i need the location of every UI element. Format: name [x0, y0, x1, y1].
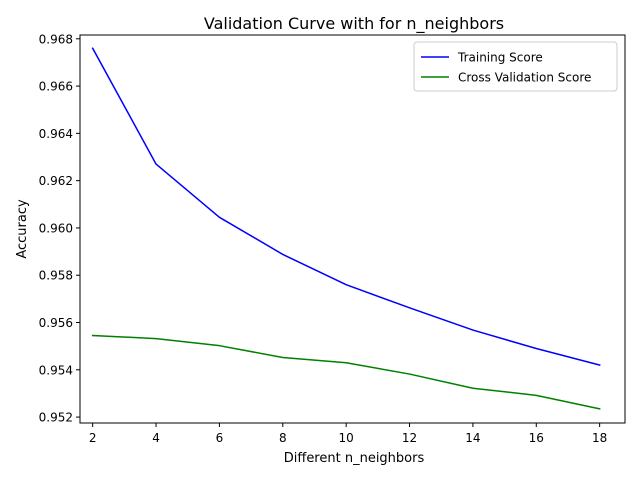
legend-label-1: Training Score [457, 51, 543, 65]
plot-area [91, 47, 601, 410]
x-tick-label: 16 [529, 431, 544, 445]
y-tick-label: 0.964 [39, 127, 73, 141]
y-axis-label: Accuracy [15, 199, 30, 259]
y-tick-label: 0.958 [39, 269, 73, 283]
series-line-1 [91, 47, 601, 366]
y-tick-label: 0.968 [39, 32, 73, 46]
plot-frame [79, 34, 626, 424]
y-tick-label: 0.952 [39, 411, 73, 425]
x-tick-label: 4 [152, 431, 160, 445]
y-tick-label: 0.966 [39, 80, 73, 94]
y-tick-label: 0.956 [39, 316, 73, 330]
legend-label-2: Cross Validation Score [458, 71, 591, 85]
chart-title: Validation Curve with for n_neighbors [204, 14, 504, 34]
x-tick-label: 2 [89, 431, 97, 445]
x-tick-label: 12 [402, 431, 417, 445]
x-tick-label: 8 [279, 431, 287, 445]
x-tick-label: 6 [216, 431, 224, 445]
x-tick-label: 18 [592, 431, 607, 445]
legend-box [413, 41, 618, 92]
y-tick-label: 0.954 [39, 363, 73, 377]
y-tick-label: 0.960 [39, 221, 73, 235]
x-axis-label: Different n_neighbors [284, 451, 425, 466]
x-tick-label: 14 [465, 431, 480, 445]
legend: Training Score Cross Validation Score [413, 41, 618, 92]
y-axis-ticks: 0.952 0.954 0.956 0.958 0.960 0.962 0.964 0.966… [39, 32, 80, 425]
series-line-2 [91, 334, 601, 410]
x-tick-label: 10 [339, 431, 354, 445]
x-axis-ticks: 2 4 6 8 10 12 14 16 18 [89, 423, 607, 445]
y-tick-label: 0.962 [39, 174, 73, 188]
